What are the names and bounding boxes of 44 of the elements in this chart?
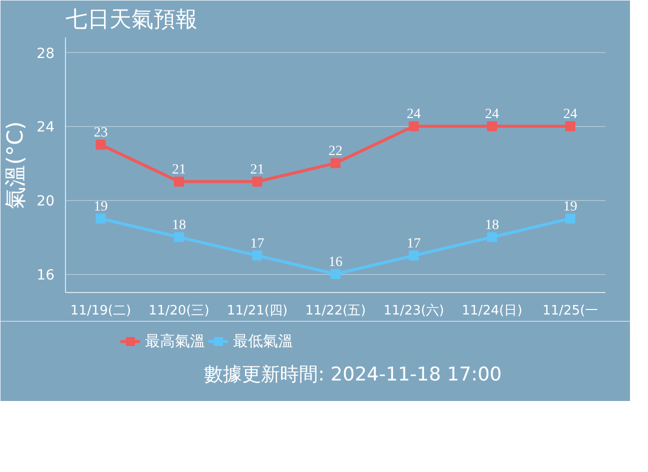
y-tick-label: 20	[36, 194, 55, 210]
point	[487, 232, 498, 242]
x-tick-label: 11/19(二)	[70, 304, 132, 318]
data-label: 18	[172, 218, 186, 234]
y-tick-label: 24	[36, 120, 55, 136]
legend-label: 最低氣溫	[233, 332, 293, 350]
x-tick-label: 11/21(四)	[226, 304, 288, 318]
data-label: 19	[94, 200, 108, 215]
data-label: 24	[563, 107, 578, 122]
x-tick-label: 11/20(三)	[148, 304, 210, 318]
data-label: 23	[94, 126, 108, 141]
x-tick-label: 11/22(五)	[305, 304, 366, 318]
point	[252, 250, 262, 261]
point	[174, 232, 184, 242]
x-tick-label: 11/25(一	[542, 304, 598, 318]
x-tick-label: 11/24(日)	[462, 304, 522, 318]
point	[96, 140, 106, 150]
point	[487, 121, 498, 132]
point	[565, 121, 576, 132]
point	[565, 214, 576, 224]
data-label: 17	[250, 236, 264, 252]
data-label: 24	[485, 107, 500, 122]
point	[252, 176, 262, 187]
data-label: 17	[406, 236, 421, 252]
y-axis-title: 氣溫(°C)	[4, 121, 29, 209]
data-label: 22	[328, 144, 342, 160]
x-tick-label: 11/23(六)	[383, 304, 444, 318]
legend-label: 最高氣溫	[145, 332, 205, 350]
point	[96, 214, 106, 224]
point	[408, 250, 419, 261]
point	[408, 121, 419, 132]
point	[330, 269, 340, 280]
y-tick-label: 28	[36, 46, 55, 62]
data-label: 19	[563, 200, 578, 215]
data-label: 24	[406, 107, 421, 122]
y-tick-label: 16	[36, 268, 55, 284]
data-label: 21	[250, 162, 264, 178]
chart-title: 七日天氣預報	[66, 8, 198, 32]
point	[330, 158, 340, 168]
point	[174, 176, 184, 187]
text: 數據更新時間: 2024-11-18 17:00	[204, 364, 502, 386]
data-label: 21	[172, 162, 186, 178]
data-label: 18	[485, 218, 500, 234]
data-label: 16	[328, 255, 342, 270]
